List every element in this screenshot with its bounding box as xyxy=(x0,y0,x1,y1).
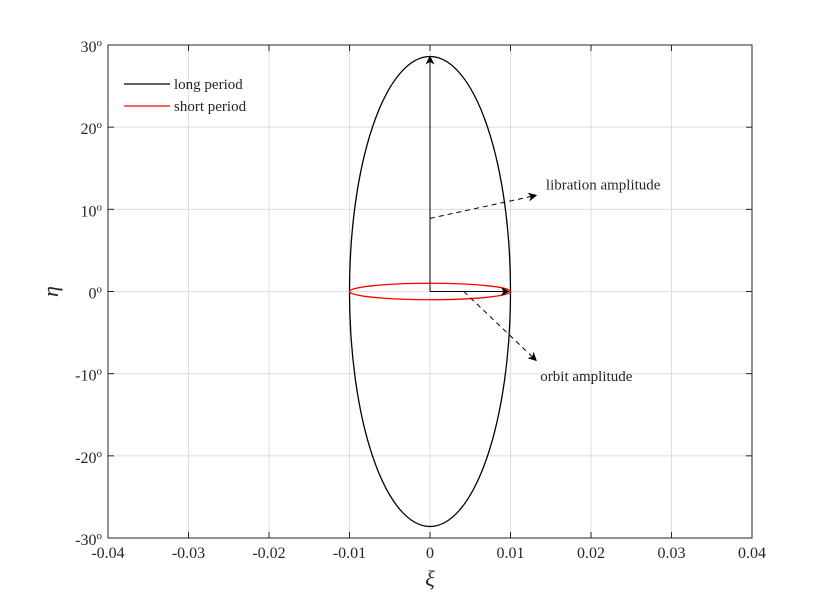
legend-label-short-period: short period xyxy=(174,99,247,115)
libration-amplitude-label: libration amplitude xyxy=(546,178,661,194)
axis-ticks: -0.04 -0.03 -0.02 -0.01 0 0.01 0.02 0.03 0.0430o… xyxy=(75,37,766,562)
orbit-amplitude-pointer xyxy=(463,291,537,362)
y-tick-label: -30o xyxy=(75,530,102,549)
x-tick-label: 0.02 xyxy=(577,545,605,562)
orbit-amplitude-label: orbit amplitude xyxy=(540,369,632,385)
x-tick-label: 0 xyxy=(426,545,434,562)
y-axis-label: η xyxy=(38,286,63,297)
legend-label-long-period: long period xyxy=(174,77,243,93)
x-tick-label: -0.01 xyxy=(333,545,366,562)
x-tick-label: 0.04 xyxy=(738,545,766,562)
x-tick-label: -0.02 xyxy=(252,545,285,562)
y-tick-label: -20o xyxy=(75,448,102,467)
libration-amplitude-pointer xyxy=(429,192,538,219)
legend: long period short period xyxy=(124,77,247,115)
x-tick-label: -0.03 xyxy=(172,545,205,562)
y-tick-label: -10o xyxy=(75,366,102,385)
x-tick-label: 0.03 xyxy=(658,545,686,562)
x-axis-label: ξ xyxy=(425,566,435,591)
x-tick-label: -0.04 xyxy=(91,545,124,562)
annotations: libration amplitude orbit amplitude xyxy=(425,55,661,385)
x-tick-label: 0.01 xyxy=(497,545,525,562)
